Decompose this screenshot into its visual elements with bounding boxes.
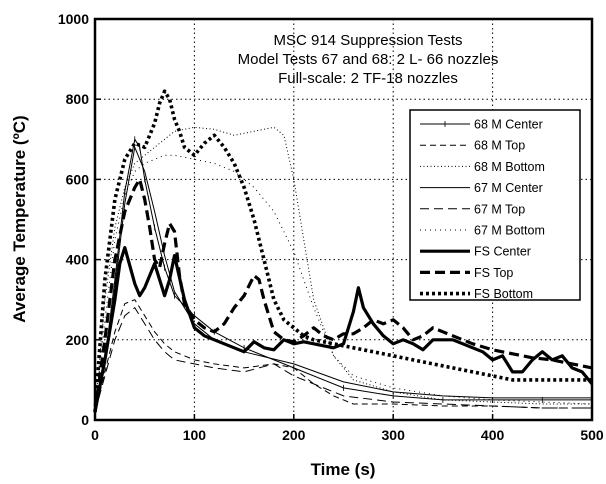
x-tick-label: 100 <box>183 427 207 443</box>
legend-label-68-m-center: 68 M Center <box>474 118 543 132</box>
x-tick-label: 0 <box>91 427 99 443</box>
chart-subtitle-2: Full-scale: 2 TF-18 nozzles <box>278 70 458 87</box>
legend-label-68-m-top: 68 M Top <box>474 139 525 153</box>
x-tick-label: 400 <box>481 427 505 443</box>
legend-label-fs-bottom: FS Bottom <box>474 287 533 301</box>
series-line-fs-center <box>93 246 594 413</box>
series-line-fs-bottom <box>93 89 592 413</box>
legend-label-67-m-bottom: 67 M Bottom <box>474 224 545 238</box>
x-tick-label: 200 <box>282 427 306 443</box>
legend-label-67-m-top: 67 M Top <box>474 202 525 216</box>
plot-frame <box>93 17 594 422</box>
ticks: 0 100 200 300 400 500 0 200 400 600 800 1000 <box>58 11 604 443</box>
x-tick-label: 300 <box>382 427 406 443</box>
legend-label-68-m-bottom: 68 M Bottom <box>474 160 545 174</box>
legend-box <box>409 109 581 301</box>
chart-title: MSC 914 Suppression Tests <box>274 32 463 49</box>
series-line-68-m-bottom <box>94 126 592 413</box>
chart-subtitle-1: Model Tests 67 and 68: 2 L- 66 nozzles <box>238 51 499 68</box>
x-tick-label: 500 <box>580 427 604 443</box>
legend-label-67-m-center: 67 M Center <box>474 181 543 195</box>
y-axis-label: Average Temperature (ºC) <box>10 115 29 322</box>
series-line-fs-top <box>93 177 593 413</box>
series-line-67-m-bottom <box>94 154 593 413</box>
y-tick-label: 600 <box>66 171 90 187</box>
series-line-67-m-top <box>94 307 592 413</box>
series-layer <box>93 89 594 415</box>
legend-label-fs-center: FS Center <box>474 245 531 259</box>
y-tick-label: 800 <box>66 91 90 107</box>
y-tick-label: 200 <box>66 332 90 348</box>
y-tick-label: 1000 <box>58 11 89 27</box>
y-tick-label: 0 <box>81 412 89 428</box>
x-axis-label: Time (s) <box>311 460 376 479</box>
y-tick-label: 400 <box>66 252 90 268</box>
legend: 68 M Center 68 M Top 68 M Bottom 67 M Cente… <box>409 109 581 301</box>
legend-label-fs-top: FS Top <box>474 266 513 280</box>
